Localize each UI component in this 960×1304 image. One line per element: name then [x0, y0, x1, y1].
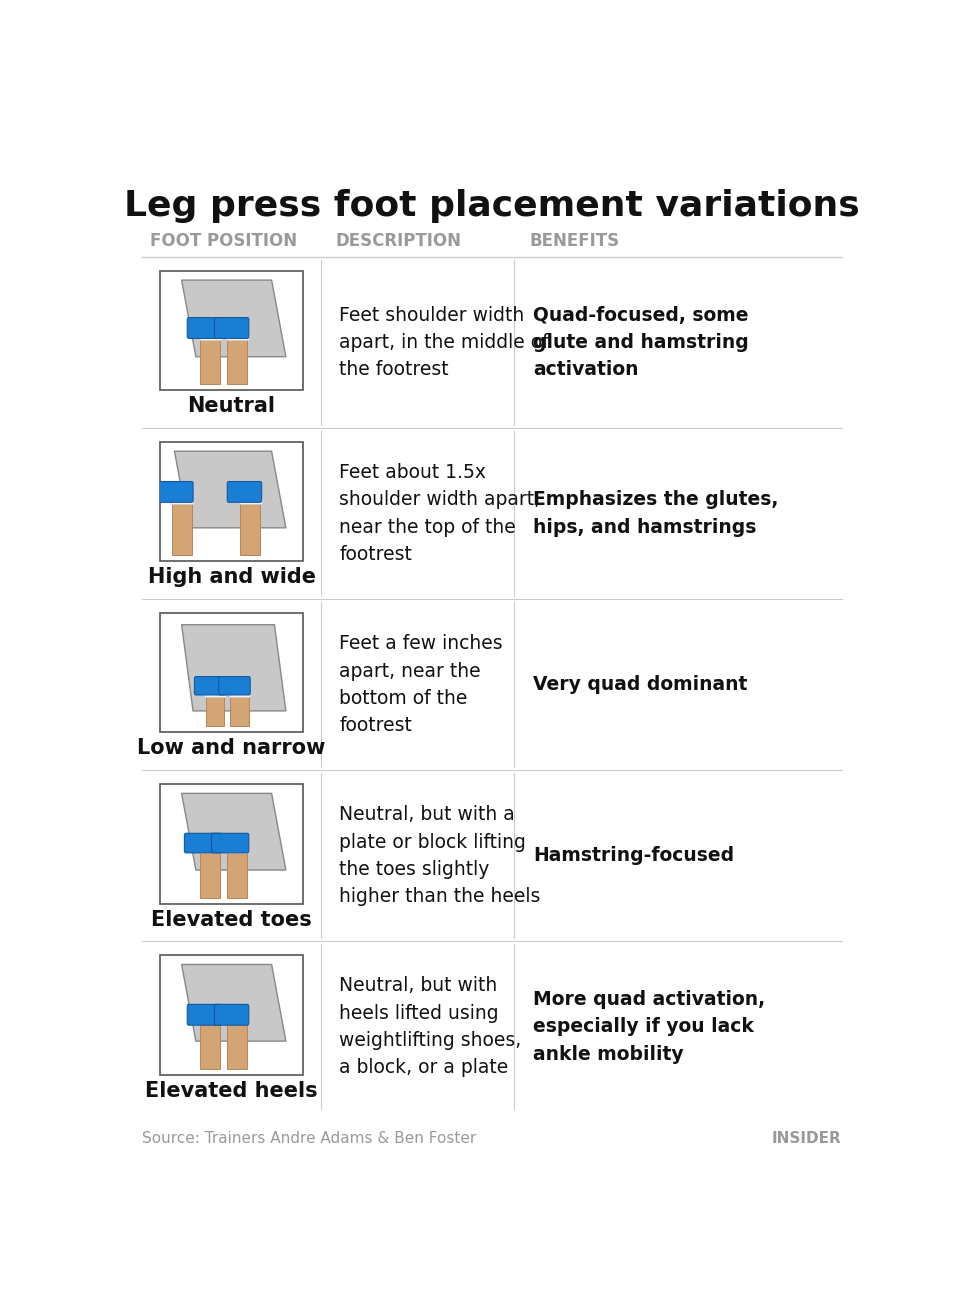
Polygon shape: [181, 625, 286, 711]
Polygon shape: [181, 793, 286, 870]
FancyBboxPatch shape: [204, 691, 226, 696]
FancyBboxPatch shape: [160, 613, 303, 733]
Text: Very quad dominant: Very quad dominant: [533, 675, 747, 694]
FancyBboxPatch shape: [226, 1017, 249, 1025]
FancyBboxPatch shape: [228, 336, 248, 385]
Text: Elevated toes: Elevated toes: [152, 910, 312, 930]
FancyBboxPatch shape: [228, 691, 251, 696]
FancyBboxPatch shape: [214, 1004, 249, 1025]
Polygon shape: [175, 451, 286, 528]
Polygon shape: [181, 965, 286, 1041]
FancyBboxPatch shape: [201, 1021, 220, 1069]
Text: Elevated heels: Elevated heels: [145, 1081, 318, 1101]
FancyBboxPatch shape: [214, 318, 249, 338]
Text: Emphasizes the glutes,
hips, and hamstrings: Emphasizes the glutes, hips, and hamstri…: [533, 490, 779, 537]
FancyBboxPatch shape: [211, 833, 249, 853]
Text: Leg press foot placement variations: Leg press foot placement variations: [124, 189, 860, 223]
FancyBboxPatch shape: [158, 481, 193, 502]
FancyBboxPatch shape: [187, 1004, 222, 1025]
FancyBboxPatch shape: [226, 333, 249, 340]
Polygon shape: [181, 280, 286, 357]
Text: BENEFITS: BENEFITS: [529, 232, 619, 250]
FancyBboxPatch shape: [199, 333, 222, 340]
Text: Feet about 1.5x
shoulder width apart,
near the top of the
footrest: Feet about 1.5x shoulder width apart, ne…: [340, 463, 540, 563]
FancyBboxPatch shape: [228, 1021, 248, 1069]
FancyBboxPatch shape: [172, 501, 192, 556]
FancyBboxPatch shape: [187, 318, 222, 338]
Text: Low and narrow: Low and narrow: [137, 738, 325, 759]
FancyBboxPatch shape: [170, 497, 193, 503]
FancyBboxPatch shape: [201, 336, 220, 385]
FancyBboxPatch shape: [194, 677, 226, 695]
Text: Neutral, but with
heels lifted using
weightlifting shoes,
a block, or a plate: Neutral, but with heels lifted using wei…: [340, 977, 521, 1077]
FancyBboxPatch shape: [240, 501, 260, 556]
FancyBboxPatch shape: [201, 850, 220, 897]
Text: Neutral: Neutral: [187, 396, 276, 416]
FancyBboxPatch shape: [160, 784, 303, 904]
Text: INSIDER: INSIDER: [772, 1131, 842, 1146]
FancyBboxPatch shape: [230, 692, 249, 726]
Text: Source: Trainers Andre Adams & Ben Foster: Source: Trainers Andre Adams & Ben Foste…: [142, 1131, 476, 1146]
Text: High and wide: High and wide: [148, 567, 316, 587]
Text: Feet shoulder width
apart, in the middle of
the footrest: Feet shoulder width apart, in the middle…: [340, 305, 549, 379]
Text: More quad activation,
especially if you lack
ankle mobility: More quad activation, especially if you …: [533, 990, 765, 1064]
Text: Hamstring-focused: Hamstring-focused: [533, 846, 734, 866]
Text: Quad-focused, some
glute and hamstring
activation: Quad-focused, some glute and hamstring a…: [533, 305, 749, 379]
FancyBboxPatch shape: [219, 677, 251, 695]
FancyBboxPatch shape: [184, 833, 222, 853]
FancyBboxPatch shape: [160, 270, 303, 390]
FancyBboxPatch shape: [228, 850, 248, 897]
FancyBboxPatch shape: [226, 846, 249, 853]
Text: FOOT POSITION: FOOT POSITION: [150, 232, 297, 250]
Text: DESCRIPTION: DESCRIPTION: [336, 232, 462, 250]
FancyBboxPatch shape: [160, 442, 303, 561]
FancyBboxPatch shape: [239, 497, 261, 503]
FancyBboxPatch shape: [160, 955, 303, 1074]
Text: Neutral, but with a
plate or block lifting
the toes slightly
higher than the hee: Neutral, but with a plate or block lifti…: [340, 806, 540, 906]
FancyBboxPatch shape: [228, 481, 262, 502]
Text: Feet a few inches
apart, near the
bottom of the
footrest: Feet a few inches apart, near the bottom…: [340, 634, 503, 735]
FancyBboxPatch shape: [199, 1017, 222, 1025]
FancyBboxPatch shape: [199, 846, 222, 853]
FancyBboxPatch shape: [205, 692, 225, 726]
